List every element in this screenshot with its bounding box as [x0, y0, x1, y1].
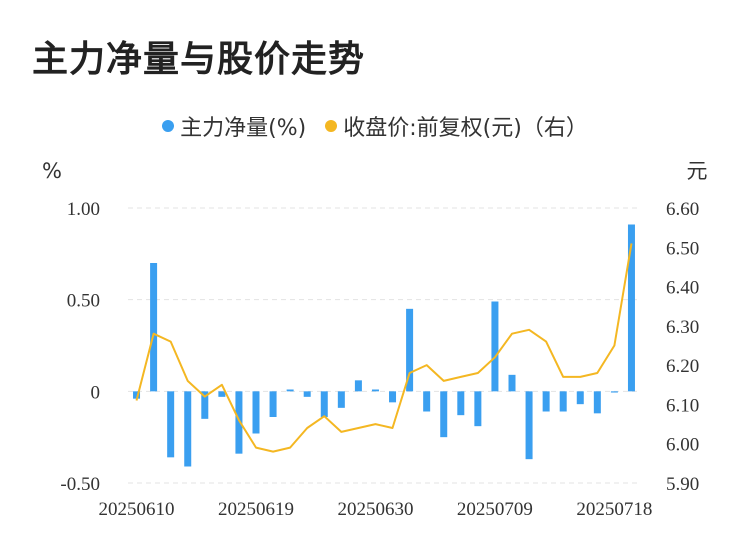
bar[interactable] [559, 391, 567, 412]
price-line[interactable] [135, 243, 633, 453]
bar[interactable] [235, 391, 243, 454]
bar[interactable] [320, 391, 328, 417]
price-point[interactable] [219, 382, 224, 387]
x-tick-label: 20250718 [576, 499, 652, 520]
bar[interactable] [184, 391, 192, 467]
right-tick-label: 6.20 [666, 356, 699, 377]
bar[interactable] [389, 391, 397, 403]
bar[interactable] [525, 391, 533, 460]
bar[interactable] [457, 391, 465, 416]
bar[interactable] [371, 389, 379, 392]
bar[interactable] [542, 391, 550, 412]
price-point[interactable] [629, 241, 634, 246]
price-point[interactable] [527, 327, 532, 332]
price-point[interactable] [185, 378, 190, 383]
right-tick-label: 6.30 [666, 317, 699, 338]
legend-label-net-volume: 主力净量(%) [180, 116, 307, 141]
line-series-close-price [134, 241, 634, 454]
legend-label-close-price: 收盘价:前复权(元)（右） [343, 116, 588, 141]
price-point[interactable] [561, 374, 566, 379]
bar[interactable] [337, 391, 345, 408]
price-point[interactable] [492, 355, 497, 360]
bar[interactable] [150, 263, 158, 392]
price-point[interactable] [612, 343, 617, 348]
price-point[interactable] [578, 374, 583, 379]
legend: 主力净量(%) 收盘价:前复权(元)（右） [0, 110, 750, 142]
x-axis-ticks: 20250610 20250619 20250630 20250709 20250718 [99, 499, 653, 520]
legend-item-close-price[interactable]: 收盘价:前复权(元)（右） [325, 110, 588, 142]
price-point[interactable] [168, 339, 173, 344]
price-point[interactable] [390, 426, 395, 431]
price-point[interactable] [424, 363, 429, 368]
right-axis-unit: 元 [687, 159, 708, 183]
price-point[interactable] [475, 371, 480, 376]
right-tick-label: 6.10 [666, 395, 699, 416]
left-tick-label: -0.50 [60, 474, 100, 495]
bar[interactable] [474, 391, 482, 427]
right-axis-ticks: 5.90 6.00 6.10 6.20 6.30 6.40 6.50 6.60 [666, 199, 699, 495]
bar[interactable] [593, 391, 601, 414]
bar[interactable] [167, 391, 175, 458]
bar[interactable] [286, 389, 294, 392]
price-point[interactable] [288, 445, 293, 450]
price-point[interactable] [254, 445, 259, 450]
price-point[interactable] [441, 378, 446, 383]
price-point[interactable] [510, 331, 515, 336]
chart-title: 主力净量与股价走势 [32, 39, 366, 80]
bar[interactable] [423, 391, 431, 412]
legend-dot-net-volume [162, 120, 175, 132]
price-point[interactable] [458, 374, 463, 379]
bar[interactable] [491, 301, 499, 392]
bar[interactable] [201, 391, 209, 419]
right-tick-label: 6.40 [666, 278, 699, 299]
price-point[interactable] [202, 394, 207, 399]
price-point[interactable] [595, 371, 600, 376]
price-point[interactable] [236, 418, 241, 423]
bar[interactable] [440, 391, 448, 438]
bar-series-net-volume [133, 224, 635, 467]
x-tick-label: 20250709 [457, 499, 533, 520]
left-tick-label: 0 [91, 382, 101, 403]
price-point[interactable] [356, 426, 361, 431]
legend-item-net-volume[interactable]: 主力净量(%) [162, 110, 306, 142]
bar[interactable] [269, 391, 277, 417]
right-tick-label: 6.60 [666, 199, 699, 220]
bar[interactable] [354, 380, 362, 392]
price-point[interactable] [373, 422, 378, 427]
price-point[interactable] [134, 398, 139, 403]
x-tick-label: 20250619 [218, 499, 294, 520]
bar[interactable] [508, 374, 516, 392]
left-axis-unit: % [42, 159, 62, 183]
bar[interactable] [218, 391, 226, 397]
bar[interactable] [133, 391, 141, 399]
price-point[interactable] [339, 429, 344, 434]
legend-dot-close-price [325, 120, 338, 132]
bar[interactable] [576, 391, 584, 405]
bar[interactable] [303, 391, 311, 397]
bar[interactable] [610, 391, 618, 393]
price-point[interactable] [407, 371, 412, 376]
x-tick-label: 20250610 [99, 499, 175, 520]
bar[interactable] [252, 391, 260, 434]
gridlines [128, 207, 640, 484]
right-tick-label: 6.50 [666, 238, 699, 259]
bar[interactable] [406, 308, 414, 392]
left-tick-label: 1.00 [67, 199, 100, 220]
right-tick-label: 6.00 [666, 435, 699, 456]
left-axis-ticks: -0.50 0 0.50 1.00 [60, 199, 100, 495]
price-point[interactable] [544, 339, 549, 344]
x-tick-label: 20250630 [337, 499, 413, 520]
left-tick-label: 0.50 [67, 291, 100, 312]
price-point[interactable] [271, 449, 276, 454]
price-point[interactable] [305, 426, 310, 431]
bar[interactable] [627, 224, 635, 392]
price-point[interactable] [322, 414, 327, 419]
right-tick-label: 5.90 [666, 474, 699, 495]
price-point[interactable] [151, 331, 156, 336]
